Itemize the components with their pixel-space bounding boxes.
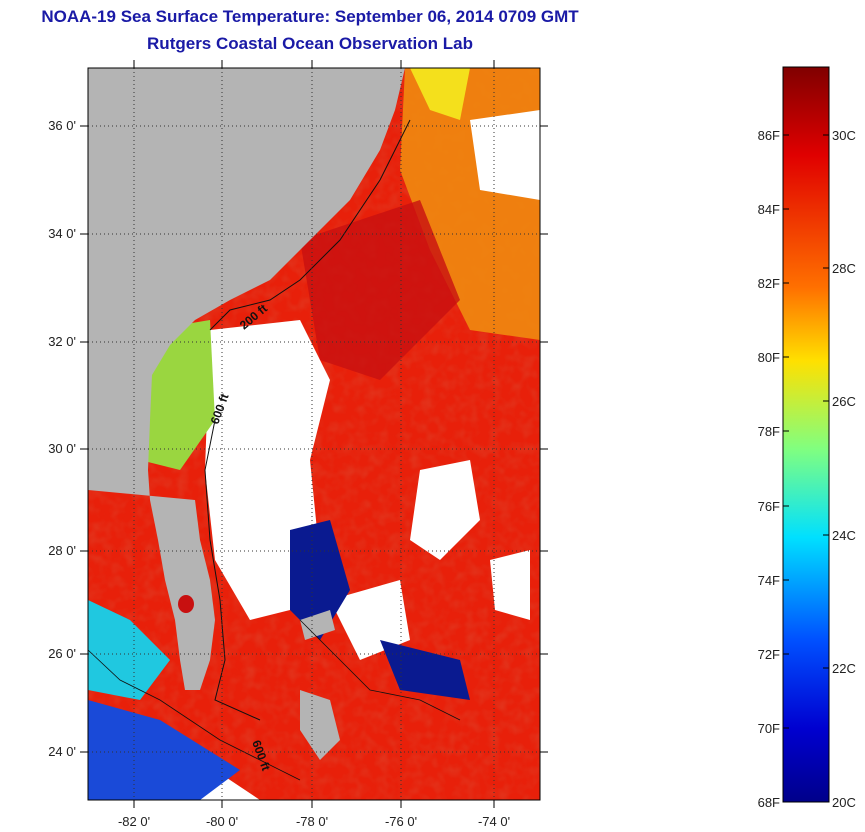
colorbar-c-label: 22C — [832, 661, 856, 676]
colorbar-f-label: 78F — [758, 424, 780, 439]
hot-core — [300, 200, 460, 380]
colorbar-f-label: 84F — [758, 202, 780, 217]
colorbar-c-label: 30C — [832, 128, 856, 143]
lat-label: 36 0' — [48, 118, 76, 133]
colorbar-c-label: 26C — [832, 394, 856, 409]
lon-label: -78 0' — [296, 814, 328, 829]
map-frame — [87, 67, 541, 801]
colorbar-c-label: 28C — [832, 261, 856, 276]
colorbar-f-label: 76F — [758, 499, 780, 514]
lake-okeechobee — [178, 595, 194, 613]
lon-label: -76 0' — [385, 814, 417, 829]
bahamas-banks-south — [380, 640, 470, 700]
florida-bay-cool-water — [88, 600, 170, 700]
lat-label: 24 0' — [48, 744, 76, 759]
lon-label: -82 0' — [118, 814, 150, 829]
colorbar-c-label: 24C — [832, 528, 856, 543]
colorbar-f-label: 86F — [758, 128, 780, 143]
colorbar-c-label: 20C — [832, 795, 856, 810]
map-subtitle: Rutgers Coastal Ocean Observation Lab — [147, 34, 473, 53]
bahamas-banks — [290, 520, 350, 640]
lon-label: -74 0' — [478, 814, 510, 829]
colorbar-f-label: 70F — [758, 721, 780, 736]
bathymetry-contour — [299, 619, 461, 721]
bathymetry-contour — [204, 419, 261, 721]
bathymetry-contour — [88, 649, 301, 781]
cuba-island — [300, 690, 340, 760]
colorbar-f-label: 74F — [758, 573, 780, 588]
lat-label: 28 0' — [48, 543, 76, 558]
lat-label: 30 0' — [48, 441, 76, 456]
colorbar-gradient — [782, 66, 830, 803]
northeast-yellow-band — [410, 68, 470, 120]
lat-label: 34 0' — [48, 226, 76, 241]
lon-label: -80 0' — [206, 814, 238, 829]
lat-label: 32 0' — [48, 334, 76, 349]
cloud-area-ne — [470, 110, 540, 200]
cloud-area-east2 — [490, 550, 530, 620]
colorbar-f-label: 72F — [758, 647, 780, 662]
cloud-area-east — [410, 460, 480, 560]
bahamas-island — [300, 610, 335, 640]
map-title: NOAA-19 Sea Surface Temperature: Septemb… — [41, 7, 579, 26]
lat-label: 26 0' — [48, 646, 76, 661]
map-grid — [88, 68, 540, 800]
colorbar-f-label: 80F — [758, 350, 780, 365]
colorbar-f-label: 82F — [758, 276, 780, 291]
temperature-colorbar: 86F 84F 82F 80F 78F 76F 74F 72F 70F 68F … — [758, 66, 856, 810]
us-mainland — [88, 68, 405, 690]
colorbar-f-label: 68F — [758, 795, 780, 810]
southwest-cool-water — [88, 700, 240, 800]
sst-map: 200 ft 600 ft 600 ft 36 0' 34 0' 32 0' 3… — [48, 60, 548, 829]
bathymetry-contour — [209, 119, 411, 331]
colorbar-ticks — [783, 134, 829, 729]
cloud-area-south — [330, 580, 410, 660]
axis-ticks — [80, 60, 548, 808]
